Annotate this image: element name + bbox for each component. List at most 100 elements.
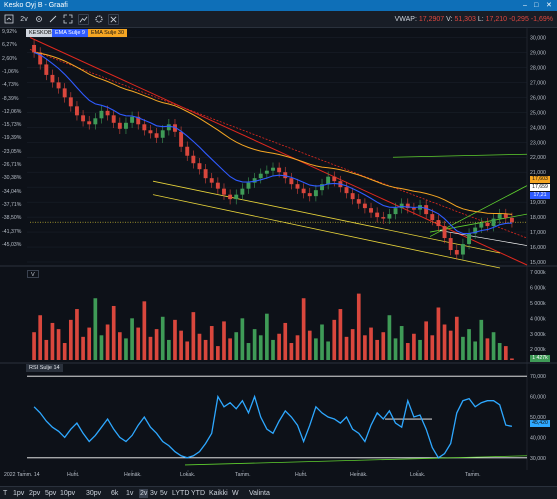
price-axis-label: 23,000 xyxy=(530,140,546,146)
rsi-legend[interactable]: RSI Sulje 14 xyxy=(26,364,63,372)
percent-axis: 9,92% 6,27% 2,60% -1,06% -4,73% -8,39% -12,06%… xyxy=(0,28,27,490)
range-button-5v[interactable]: 5v xyxy=(160,490,168,497)
ema-fast-legend[interactable]: EMA Sulje 9 xyxy=(52,29,88,37)
chart-menu-icon[interactable] xyxy=(4,14,14,25)
close-window-icon[interactable]: ✕ xyxy=(546,2,552,9)
range-button-1v[interactable]: 1v xyxy=(126,490,134,497)
range-button-2pv[interactable]: 2pv xyxy=(29,490,41,497)
x-axis-label: Lokak. xyxy=(180,472,195,478)
candle-body xyxy=(277,167,282,173)
settings-icon[interactable] xyxy=(34,14,44,25)
percent-axis-label: -37,71% xyxy=(2,201,22,208)
range-button-w[interactable]: W xyxy=(232,490,239,497)
candle-body xyxy=(503,214,508,218)
candle-body xyxy=(252,178,257,183)
x-axis-label: Huht. xyxy=(67,472,79,478)
volume-bar xyxy=(111,305,116,360)
volume-bar xyxy=(301,298,306,360)
maximize-icon[interactable]: □ xyxy=(534,2,539,9)
candle-body xyxy=(87,121,92,125)
quote-summary: VWAP: 17,2907 V: 51,303 L: 17,210 -0,295… xyxy=(395,14,553,25)
volume-bar xyxy=(222,321,226,360)
candle-body xyxy=(369,208,373,213)
price-axis-label: 21,000 xyxy=(530,170,546,176)
indicator-icon[interactable] xyxy=(78,14,89,25)
price-axis-label: 24,000 xyxy=(530,125,546,131)
range-button-5pv[interactable]: 5pv xyxy=(45,490,57,497)
volume-bar xyxy=(44,339,49,360)
volume-legend[interactable]: V xyxy=(27,270,39,278)
candle-body xyxy=(485,223,490,227)
candle-body xyxy=(497,214,502,219)
volume-bar xyxy=(467,329,471,360)
percent-axis-label: -34,04% xyxy=(2,188,22,195)
candle-body xyxy=(375,212,380,218)
range-button-valinta[interactable]: Valinta xyxy=(249,490,270,497)
candle-body xyxy=(81,115,86,122)
range-button-3v[interactable]: 3v xyxy=(150,490,158,497)
price-axis-label: 29,000 xyxy=(530,50,546,56)
fullscreen-icon[interactable] xyxy=(63,14,73,25)
candle-body xyxy=(442,226,447,239)
volume-bar xyxy=(228,338,232,360)
volume-bar xyxy=(430,335,435,360)
percent-axis-label: -12,06% xyxy=(2,108,22,115)
volume-bar xyxy=(142,301,147,360)
candle-body xyxy=(99,110,104,119)
candle-body xyxy=(307,193,312,197)
price-axis-label: 15,000 xyxy=(530,260,546,266)
draw-line-icon[interactable] xyxy=(48,14,58,25)
candle-body xyxy=(399,203,404,209)
range-button-6k[interactable]: 6k xyxy=(111,490,119,497)
rsi-axis-label: 60,000 xyxy=(530,395,546,401)
candle-body xyxy=(295,184,300,189)
range-button-t[interactable]: T xyxy=(3,490,8,497)
volume-bar xyxy=(307,330,312,360)
price-axis-label: 28,000 xyxy=(530,65,546,71)
candle-body xyxy=(301,188,306,194)
volume-bar xyxy=(216,346,220,360)
volume-bar xyxy=(497,343,502,360)
range-button-30pv[interactable]: 30pv xyxy=(86,490,102,497)
volume-bar xyxy=(363,335,367,360)
gear-icon[interactable] xyxy=(94,14,104,25)
volume-bar xyxy=(160,316,165,360)
range-button-lytd[interactable]: LYTD xyxy=(172,490,190,497)
rsi-value-tag: 45,420 xyxy=(530,420,550,427)
chart-canvas[interactable]: 30,000 29,000 28,000 27,000 26,000 25,000 24,0… xyxy=(0,0,557,486)
price-panel xyxy=(27,28,527,264)
percent-axis-label: 6,27% xyxy=(2,42,17,49)
ema-slow-line xyxy=(34,52,512,215)
percent-axis-label: 2,60% xyxy=(2,55,17,62)
volume-bar xyxy=(399,326,404,360)
candle-body xyxy=(117,122,122,129)
volume-bar xyxy=(491,332,496,360)
volume-bar xyxy=(167,339,171,360)
price-axis-label: 17,000 xyxy=(530,230,546,236)
volume-bar xyxy=(271,339,275,360)
candle-body xyxy=(258,173,263,179)
volume-bar xyxy=(179,330,183,360)
volume-bar xyxy=(479,319,484,360)
volume-bar xyxy=(375,339,379,360)
range-button-1pv[interactable]: 1pv xyxy=(13,490,25,497)
volume-bar xyxy=(68,319,73,360)
last-price-tag: 17,603 xyxy=(530,176,550,183)
candle-body xyxy=(454,250,459,255)
close-chart-icon[interactable] xyxy=(108,14,119,25)
candle-body xyxy=(62,88,67,98)
candle-body xyxy=(203,169,208,179)
minimize-icon[interactable]: – xyxy=(523,2,527,9)
range-button-kaikki[interactable]: Kaikki xyxy=(209,490,228,497)
interval-selector[interactable]: 2v xyxy=(20,16,28,23)
percent-axis-label: -23,05% xyxy=(2,148,22,155)
ema-slow-legend[interactable]: EMA Sulje 30 xyxy=(88,29,128,37)
range-button-ytd[interactable]: YTD xyxy=(191,490,205,497)
volume-axis-label: 3 000k xyxy=(530,332,546,338)
range-button-2v[interactable]: 2v xyxy=(139,489,149,498)
candle-body xyxy=(448,238,453,251)
candle-body xyxy=(74,106,79,116)
volume-bar xyxy=(369,327,373,360)
range-button-10pv[interactable]: 10pv xyxy=(60,490,76,497)
volume-bar xyxy=(62,343,67,360)
